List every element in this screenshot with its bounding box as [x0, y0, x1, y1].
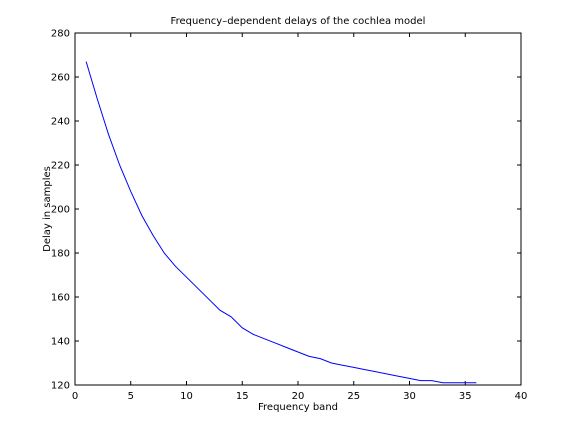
x-axis-label: Frequency band — [258, 402, 338, 413]
x-tick-label: 25 — [347, 391, 360, 402]
y-tick-label: 220 — [51, 161, 70, 172]
y-tick-label: 200 — [51, 205, 70, 216]
x-tick-label: 35 — [459, 391, 472, 402]
y-tick-label: 120 — [51, 381, 70, 392]
axis-ticks: 0 5 10 15 20 25 30 35 40 120 140 160 180 200 220 240 260… — [51, 29, 527, 403]
y-tick-label: 260 — [51, 73, 70, 84]
plot-area — [74, 32, 522, 386]
series-layer — [85, 61, 477, 384]
y-tick-label: 140 — [51, 337, 70, 348]
x-tick-label: 30 — [403, 391, 416, 402]
y-axis-label: Delay in samples — [42, 166, 53, 252]
x-tick-label: 40 — [515, 391, 528, 402]
y-tick-label: 160 — [51, 293, 70, 304]
y-tick-label: 240 — [51, 117, 70, 128]
y-tick-label: 180 — [51, 249, 70, 260]
x-tick-label: 20 — [292, 391, 305, 402]
x-tick-label: 5 — [128, 391, 134, 402]
x-tick-label: 0 — [72, 391, 78, 402]
y-tick-label: 280 — [51, 29, 70, 40]
x-tick-label: 15 — [236, 391, 249, 402]
series-line — [85, 61, 477, 384]
x-tick-label: 10 — [180, 391, 193, 402]
chart-title: Frequency–dependent delays of the cochle… — [171, 16, 426, 27]
